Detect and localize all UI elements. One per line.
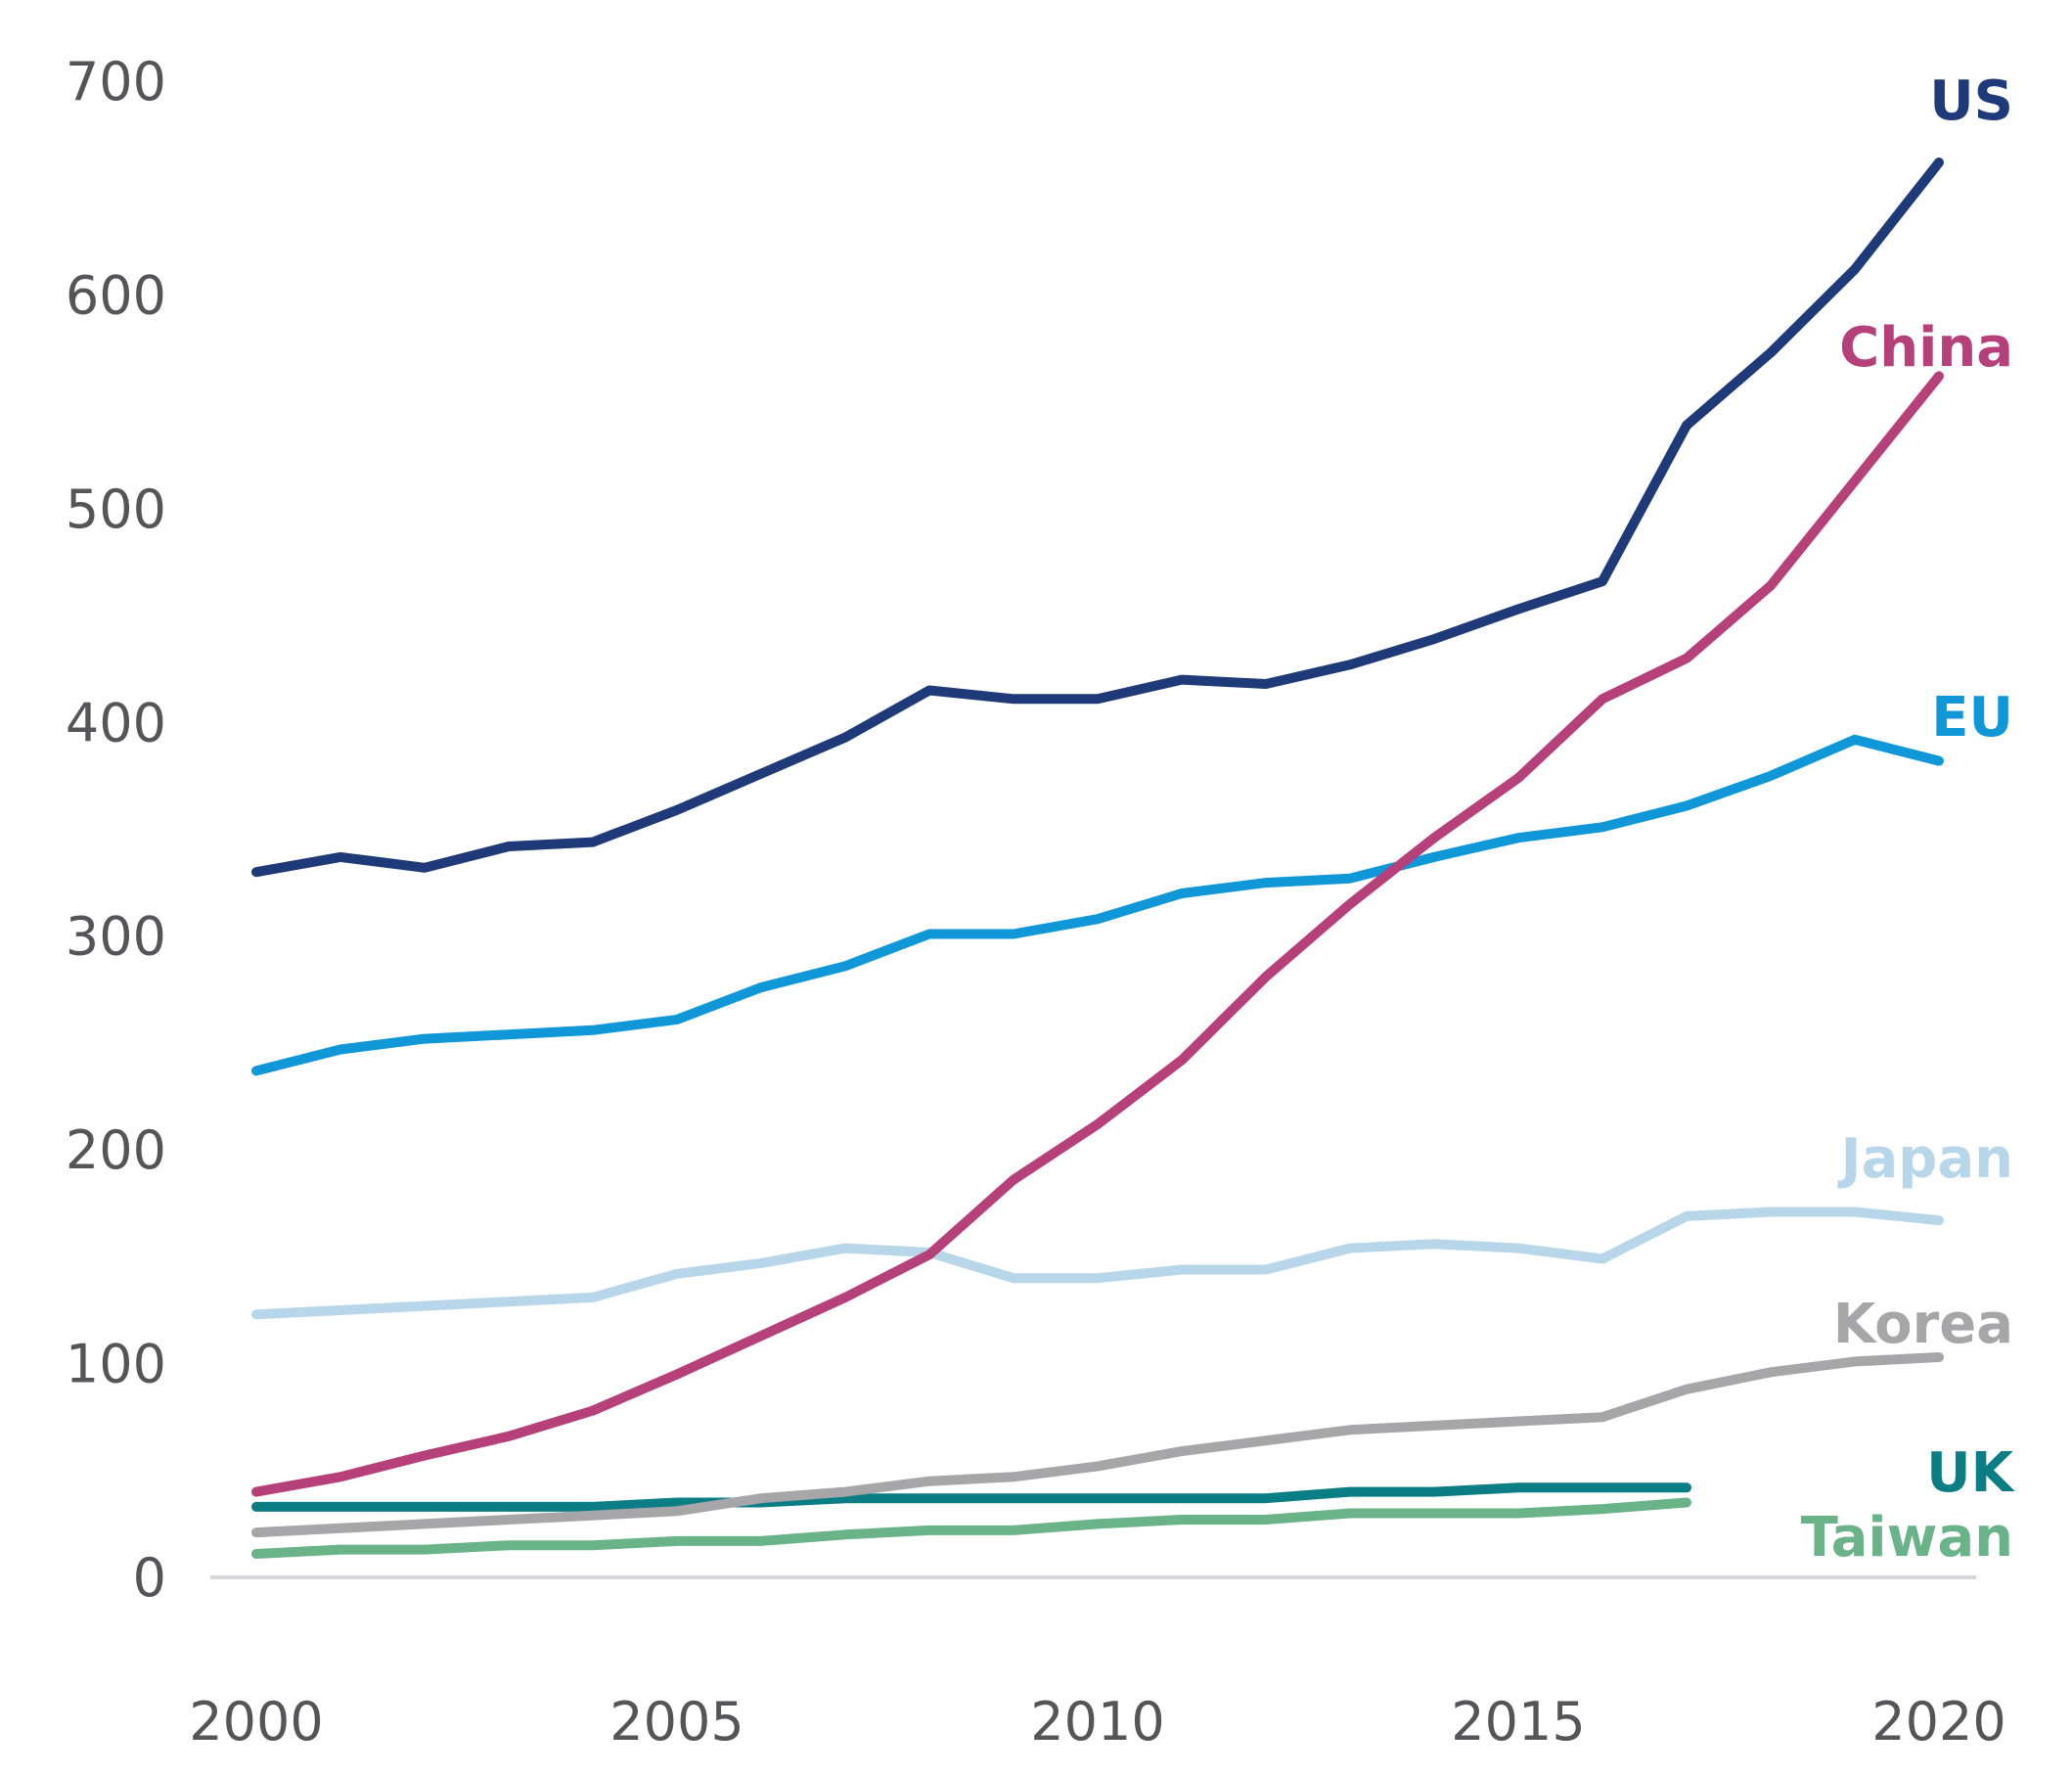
x-tick-label: 2020 [1871,1691,2005,1753]
series-label-eu: EU [1931,686,2013,750]
y-axis: 0 100 200 300 400 500 600 700 [66,51,166,1609]
x-axis: 2000 2005 2010 2015 2020 [189,1691,2005,1753]
y-tick-label: 100 [66,1334,166,1395]
x-tick-label: 2010 [1030,1691,1164,1753]
y-tick-label: 0 [133,1547,166,1609]
series-label-japan: Japan [1837,1127,2013,1191]
y-tick-label: 500 [66,478,166,540]
series-label-korea: Korea [1833,1293,2013,1356]
series-line-us [251,158,1944,878]
y-tick-label: 200 [66,1119,166,1181]
series-line-taiwan [251,1497,1691,1559]
series-line-uk [251,1482,1691,1512]
x-tick-label: 2000 [189,1691,323,1753]
series-line-china [251,371,1944,1497]
y-tick-label: 700 [66,51,166,113]
y-tick-label: 400 [66,692,166,753]
series-lines [251,158,1944,1559]
series-line-japan [251,1207,1944,1320]
series-label-china: China [1839,316,2013,380]
y-tick-label: 300 [66,906,166,968]
x-tick-label: 2005 [609,1691,743,1753]
series-label-uk: UK [1926,1441,2015,1505]
series-line-korea [251,1352,1944,1538]
y-tick-label: 600 [66,264,166,326]
series-label-us: US [1929,69,2013,133]
series-line-eu [251,734,1944,1076]
x-tick-label: 2015 [1451,1691,1585,1753]
series-label-taiwan: Taiwan [1801,1506,2013,1570]
